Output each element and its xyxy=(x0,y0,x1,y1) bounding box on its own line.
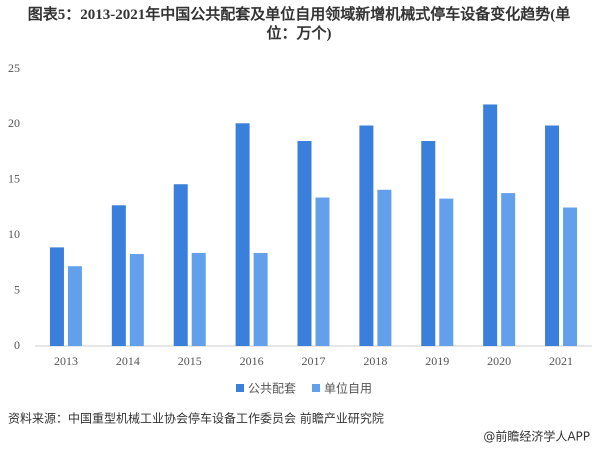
bar xyxy=(173,184,188,346)
x-tick-label: 2021 xyxy=(549,354,573,368)
bar xyxy=(359,125,374,347)
bar xyxy=(253,252,268,346)
y-tick-label: 25 xyxy=(8,61,20,75)
bar xyxy=(111,205,126,346)
bar xyxy=(297,141,312,346)
bar xyxy=(315,197,330,346)
y-tick-label: 10 xyxy=(8,227,20,241)
bar xyxy=(235,123,250,347)
y-tick-label: 15 xyxy=(8,172,20,186)
x-tick-label: 2020 xyxy=(487,354,511,368)
legend-label: 公共配套 xyxy=(248,382,296,396)
bar xyxy=(483,104,498,347)
bar xyxy=(377,189,392,346)
x-tick-label: 2015 xyxy=(178,354,202,368)
legend-label: 单位自用 xyxy=(324,381,372,396)
y-tick-label: 20 xyxy=(8,116,20,130)
bar xyxy=(191,252,206,346)
x-tick-label: 2019 xyxy=(425,354,449,368)
x-tick-label: 2016 xyxy=(240,354,264,368)
x-tick-label: 2018 xyxy=(363,354,387,368)
chart-title: 图表5：2013-2021年中国公共配套及单位自用领域新增机械式停车设备变化趋势… xyxy=(27,7,571,42)
y-tick-label: 5 xyxy=(14,282,20,296)
x-tick-label: 2014 xyxy=(116,354,140,368)
legend-swatch xyxy=(236,384,244,392)
bar xyxy=(501,193,516,346)
y-tick-label: 0 xyxy=(14,338,20,352)
bar xyxy=(421,141,436,346)
x-tick-label: 2017 xyxy=(302,354,326,368)
credit: @前瞻经济学人APP xyxy=(483,429,590,444)
bar xyxy=(129,254,144,346)
bar xyxy=(439,198,454,346)
bar xyxy=(49,247,64,346)
bar xyxy=(67,266,82,346)
bar xyxy=(545,125,560,347)
legend-swatch xyxy=(312,384,320,392)
bar xyxy=(563,207,578,346)
source-note: 资料来源：中国重型机械工业协会停车设备工作委员会 前瞻产业研究院 xyxy=(8,411,384,426)
x-tick-label: 2013 xyxy=(54,354,78,368)
